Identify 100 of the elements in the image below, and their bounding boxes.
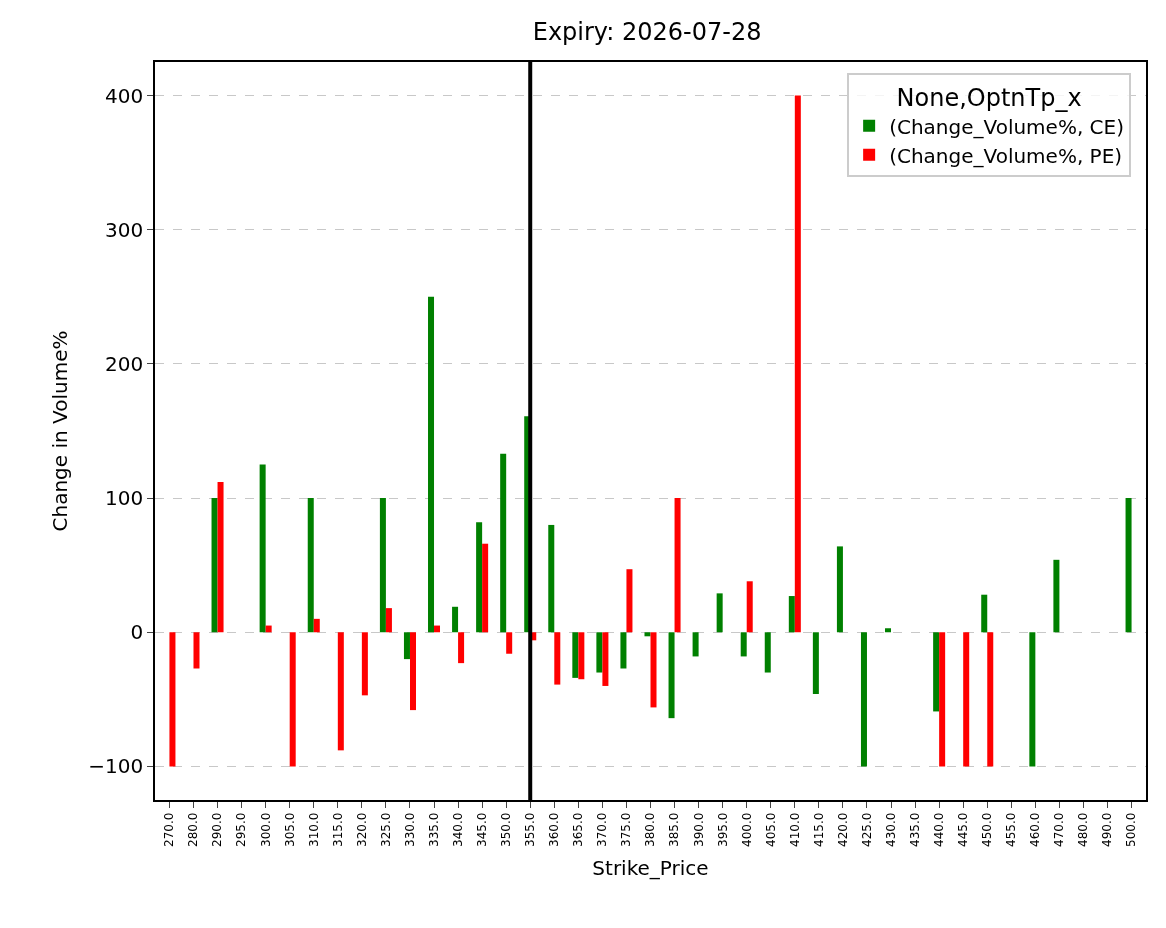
x-tick-label: 315.0 [330, 812, 345, 847]
x-tick-label: 325.0 [378, 812, 393, 847]
x-tick-label: 290.0 [210, 812, 225, 847]
x-tick-label: 355.0 [523, 812, 538, 847]
x-tick-label: 435.0 [907, 812, 922, 847]
bar [554, 632, 561, 685]
y-tick-label: −100 [88, 754, 144, 779]
x-tick-label: 420.0 [835, 812, 850, 847]
bar [385, 608, 392, 633]
x-tick-label: 270.0 [162, 812, 177, 847]
x-tick-label: 395.0 [715, 812, 730, 847]
x-tick-label: 305.0 [282, 812, 297, 847]
bar [307, 498, 314, 633]
bar [860, 632, 867, 767]
y-tick-label: 300 [105, 217, 144, 242]
y-tick-label: 100 [105, 486, 144, 511]
bar [361, 632, 368, 696]
y-tick-label: 200 [105, 351, 144, 376]
bar [548, 524, 555, 633]
x-tick-label: 415.0 [811, 812, 826, 847]
bar [337, 632, 344, 751]
bar [578, 632, 585, 680]
bar [482, 543, 489, 633]
bar [885, 628, 892, 633]
bar [265, 625, 272, 633]
bar [1029, 632, 1036, 767]
bar [716, 593, 723, 633]
legend-title: None,OptnTp_x [896, 84, 1082, 113]
x-tick-label: 340.0 [450, 812, 465, 847]
bar [626, 569, 633, 633]
x-tick-label: 365.0 [571, 812, 586, 847]
x-tick-label: 445.0 [956, 812, 971, 847]
bar [403, 632, 410, 660]
bar [692, 632, 699, 657]
legend-label: (Change_Volume%, PE) [889, 143, 1123, 168]
bar [259, 464, 266, 633]
y-axis-title: Change in Volume% [48, 330, 73, 532]
x-tick-label: 345.0 [475, 812, 490, 847]
bar [211, 498, 218, 633]
y-tick-label: 0 [130, 620, 144, 645]
bar [740, 632, 747, 657]
x-tick-label: 330.0 [402, 812, 417, 847]
bar [939, 632, 946, 767]
x-tick-label: 425.0 [859, 812, 874, 847]
bar [764, 632, 771, 673]
bar [379, 498, 386, 633]
bar [788, 596, 795, 633]
bar [313, 618, 320, 633]
x-tick-label: 440.0 [932, 812, 947, 847]
x-tick-label: 360.0 [547, 812, 562, 847]
bar [596, 632, 603, 673]
bar [812, 632, 819, 694]
x-tick-label: 370.0 [595, 812, 610, 847]
bar [650, 632, 657, 708]
bar [169, 632, 176, 767]
x-tick-label: 430.0 [883, 812, 898, 847]
bar [452, 606, 459, 633]
chart-title: Expiry: 2026-07-28 [532, 18, 762, 46]
x-tick-label: 295.0 [234, 812, 249, 847]
bar [794, 95, 801, 633]
bar [434, 625, 441, 633]
x-tick-label: 480.0 [1076, 812, 1091, 847]
bar [500, 453, 507, 633]
x-tick-label: 410.0 [787, 812, 802, 847]
bar [289, 632, 296, 767]
x-tick-label: 455.0 [1004, 812, 1019, 847]
x-axis-title: Strike_Price [592, 855, 709, 880]
legend-label: (Change_Volume%, CE) [889, 114, 1125, 139]
bar [620, 632, 627, 669]
x-tick-label: 460.0 [1028, 812, 1043, 847]
x-tick-label: 400.0 [739, 812, 754, 847]
bar [458, 632, 465, 664]
bar [506, 632, 513, 654]
bar [644, 632, 651, 637]
x-tick-label: 280.0 [186, 812, 201, 847]
x-tick-label: 350.0 [499, 812, 514, 847]
x-tick-label: 300.0 [258, 812, 273, 847]
x-tick-label: 385.0 [667, 812, 682, 847]
x-tick-label: 380.0 [643, 812, 658, 847]
bar [963, 632, 970, 767]
x-tick-label: 470.0 [1052, 812, 1067, 847]
bar [981, 594, 988, 633]
bar [602, 632, 609, 686]
bar [428, 296, 435, 633]
bar [476, 522, 483, 633]
bar [933, 632, 940, 712]
bar [193, 632, 200, 669]
bar [674, 498, 681, 633]
bar [1125, 498, 1132, 633]
bar [746, 581, 753, 633]
x-tick-label: 405.0 [763, 812, 778, 847]
x-tick-label: 310.0 [306, 812, 321, 847]
x-tick-label: 450.0 [980, 812, 995, 847]
y-tick-label: 400 [105, 83, 144, 108]
bar [409, 632, 416, 711]
x-tick-label: 500.0 [1124, 812, 1139, 847]
bar [836, 546, 843, 633]
bar [987, 632, 994, 767]
x-tick-label: 490.0 [1100, 812, 1115, 847]
bar [668, 632, 675, 719]
